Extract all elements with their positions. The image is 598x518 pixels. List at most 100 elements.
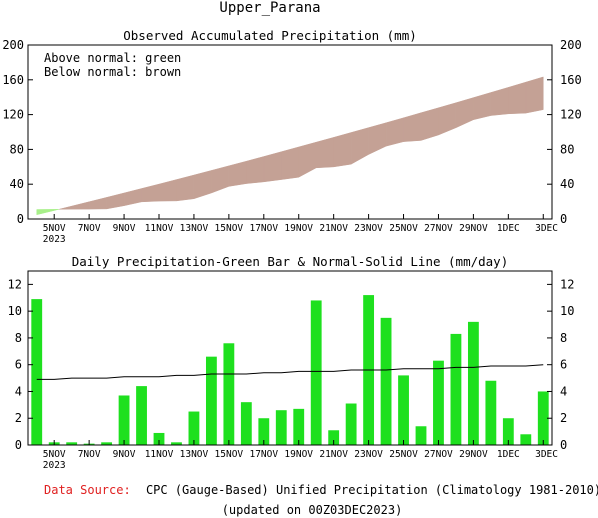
footer-source-text: CPC (Gauge-Based) Unified Precipitation …: [146, 483, 598, 497]
footer-updated: (updated on 00Z03DEC2023): [222, 503, 403, 517]
daily-ytick-label-right-4: 4: [560, 384, 567, 398]
accumulated-panel: Observed Accumulated Precipitation (mm) …: [2, 28, 581, 245]
daily-xtick-label-1: 7NOV: [78, 449, 101, 460]
accumulated-band-10: [211, 165, 230, 194]
daily-bar-4: [101, 442, 113, 445]
accumulated-band-16: [315, 137, 334, 169]
daily-bar-24: [450, 333, 462, 445]
daily-xtick-label-7: 19NOV: [284, 449, 313, 460]
accumulated-xtick-label-10: 25NOV: [389, 223, 418, 234]
accumulated-band-0: [36, 209, 55, 216]
svg-text:Data Source: CPC (Gauge-: Data Source: CPC (Gauge-Based) Unified P…: [44, 483, 598, 497]
accumulated-xtick-label-1: 7NOV: [78, 223, 101, 234]
accumulated-ytick-label-right-120: 120: [560, 108, 582, 122]
accumulated-xtick-label-5: 15NOV: [215, 223, 244, 234]
footer-source-label: Data Source:: [44, 483, 131, 497]
daily-bar-11: [223, 343, 235, 445]
daily-bar-27: [502, 418, 514, 445]
accumulated-y-axis: 0 0 40 40 80 80 120 120 160 160 200 200: [2, 38, 581, 226]
accumulated-band-9: [193, 170, 212, 200]
accumulated-band-21: [403, 112, 422, 142]
daily-bar-8: [171, 442, 182, 445]
daily-bar-29: [537, 391, 549, 445]
accumulated-ytick-label-right-40: 40: [560, 177, 574, 191]
daily-ytick-label-left-4: 4: [15, 384, 22, 398]
accumulated-band-1b: [58, 205, 72, 210]
daily-plot-frame: [27, 270, 553, 446]
daily-ytick-label-left-8: 8: [15, 331, 22, 345]
accumulated-xtick-label-11: 27NOV: [424, 223, 453, 234]
accumulated-band-26: [490, 87, 509, 116]
legend-above-normal: Above normal: green: [44, 51, 181, 65]
accumulated-xtick-label-12: 29NOV: [459, 223, 488, 234]
accumulated-xtick-label-14: 3DEC: [535, 223, 558, 234]
daily-xtick-label-9: 23NOV: [354, 449, 383, 460]
accumulated-xtick-label-3: 11NOV: [145, 223, 174, 234]
accumulated-ytick-label-left-120: 120: [2, 108, 24, 122]
footer: Data Source: CPC (Gauge-Based) Unified P…: [44, 483, 598, 517]
accumulated-xtick-label-8: 21NOV: [319, 223, 348, 234]
accumulated-ytick-label-right-80: 80: [560, 142, 574, 156]
daily-bar-5: [118, 395, 130, 445]
daily-bar-7: [153, 432, 165, 445]
accumulated-band-27: [508, 81, 527, 115]
accumulated-ytick-label-left-200: 200: [2, 38, 24, 52]
accumulated-xtick-label-4: 13NOV: [180, 223, 209, 234]
accumulated-band-7: [158, 179, 177, 202]
accumulated-band-22: [420, 107, 439, 141]
accumulated-band-5: [123, 188, 142, 207]
daily-xtick-label-4: 13NOV: [180, 449, 209, 460]
daily-panel: Daily Precipitation-Green Bar & Normal-S…: [8, 254, 575, 471]
accumulated-xtick-label-0: 5NOV: [43, 223, 66, 234]
daily-bar-17: [328, 430, 340, 445]
daily-xtick-label-6: 17NOV: [249, 449, 278, 460]
daily-ytick-label-left-2: 2: [15, 411, 22, 425]
accumulated-ytick-label-left-160: 160: [2, 73, 24, 87]
accumulated-x-axis: 5NOV 7NOV 9NOV 11NOV 13NOV 15NOV 17NOV 19NOV 21N…: [43, 214, 558, 245]
daily-y-axis: 0 0 2 2 4 4 6 6 8 8 10 10 12 12: [8, 277, 575, 452]
accumulated-band-4: [106, 192, 125, 210]
accumulated-band-13: [263, 151, 282, 183]
daily-bars-layer: [31, 295, 549, 445]
daily-xtick-label-11: 27NOV: [424, 449, 453, 460]
daily-xtick-label-10: 25NOV: [389, 449, 418, 460]
daily-bar-25: [467, 321, 479, 445]
accumulated-ytick-label-left-40: 40: [10, 177, 24, 191]
daily-bar-16: [310, 300, 322, 445]
accumulated-xtick-label-7: 19NOV: [284, 223, 313, 234]
daily-ytick-label-right-2: 2: [560, 411, 567, 425]
accumulated-xtick-label-2: 9NOV: [113, 223, 136, 234]
daily-ytick-label-left-6: 6: [15, 358, 22, 372]
accumulated-ytick-label-right-200: 200: [560, 38, 582, 52]
daily-bar-22: [415, 426, 427, 445]
accumulated-xtick-label-13: 1DEC: [497, 223, 520, 234]
daily-xtick-label-14: 3DEC: [535, 449, 558, 460]
daily-bar-26: [485, 380, 497, 445]
daily-normal-line: [36, 364, 544, 380]
daily-xtick-label-12: 29NOV: [459, 449, 488, 460]
daily-ytick-label-right-8: 8: [560, 331, 567, 345]
accumulated-band-28: [525, 76, 544, 114]
daily-bar-20: [380, 317, 392, 445]
accumulated-band-12: [246, 156, 265, 184]
daily-ytick-label-left-12: 12: [8, 277, 22, 291]
daily-bar-13: [258, 418, 270, 445]
daily-chart-title: Daily Precipitation-Green Bar & Normal-S…: [72, 254, 509, 269]
accumulated-plot-frame: [27, 44, 553, 220]
accumulated-band-25: [473, 92, 492, 121]
accumulated-band-14: [281, 146, 299, 180]
accumulated-ytick-label-left-0: 0: [17, 212, 24, 226]
accumulated-band-19: [368, 122, 387, 155]
accumulated-fill-layer: [36, 76, 544, 216]
accumulated-band-1a: [53, 209, 59, 211]
accumulated-band-23: [438, 102, 457, 136]
accumulated-band-20: [385, 117, 404, 147]
accumulated-band-2: [71, 201, 90, 210]
daily-bar-2: [66, 442, 78, 445]
accumulated-band-8: [176, 174, 195, 202]
daily-xtick-label-13: 1DEC: [497, 449, 520, 460]
daily-xtick-label-2: 9NOV: [113, 449, 136, 460]
daily-xtick-label-8: 21NOV: [319, 449, 348, 460]
daily-ytick-label-right-10: 10: [560, 304, 574, 318]
